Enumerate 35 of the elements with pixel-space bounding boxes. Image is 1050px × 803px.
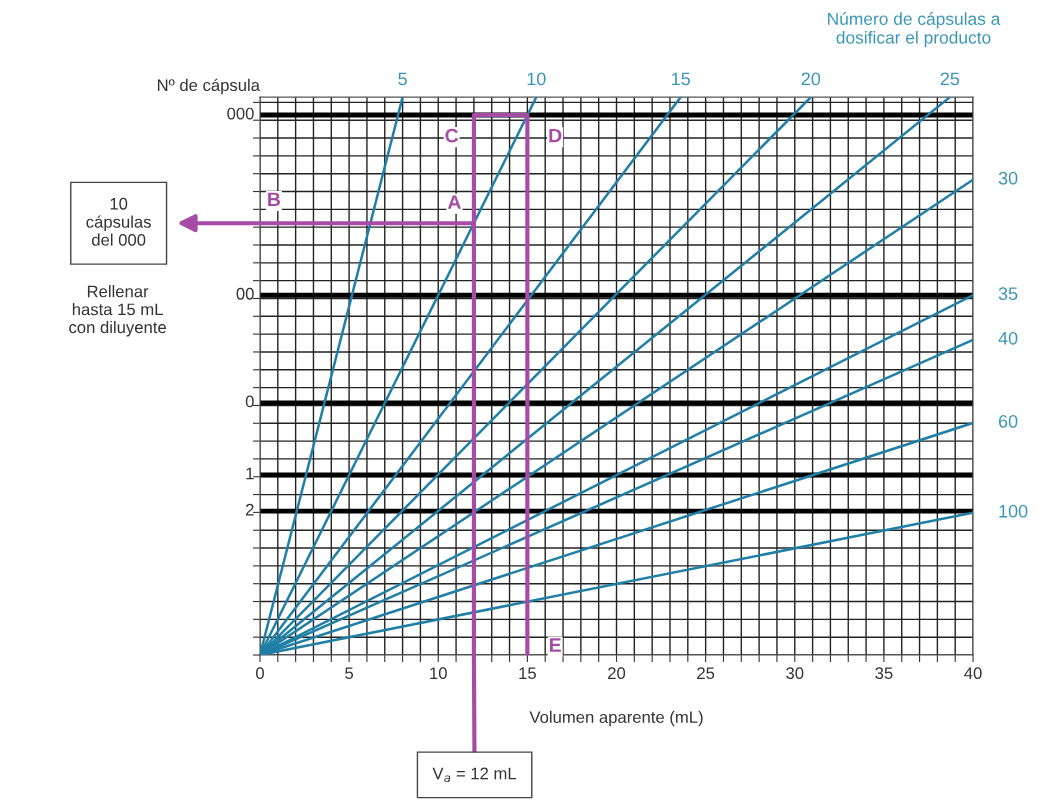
series-label: 100 xyxy=(999,504,1028,518)
x-tick-label: 40 xyxy=(964,667,982,680)
annotation: D xyxy=(549,128,562,143)
text: 10 cápsulas del 000 xyxy=(86,197,151,246)
series-label: 20 xyxy=(801,72,821,86)
x-tick-label: 15 xyxy=(519,667,536,680)
x-tick-label: 0 xyxy=(256,667,264,680)
annotation: B xyxy=(268,192,281,207)
series-label: 10 xyxy=(527,72,546,86)
series-label: 30 xyxy=(998,171,1018,185)
annotation: E xyxy=(549,638,561,652)
x-tick-label: 30 xyxy=(786,667,804,680)
x-tick-label: 25 xyxy=(697,667,715,680)
series-label: 5 xyxy=(398,72,407,86)
x-tick-label: 20 xyxy=(608,667,626,680)
text: 000 xyxy=(227,107,254,120)
series-label: 25 xyxy=(940,72,960,86)
text: 0 xyxy=(245,395,254,408)
x-axis-title: Volumen aparente (mL) xyxy=(529,710,703,727)
series-label: 60 xyxy=(998,415,1018,428)
legend-title: Número de cápsulas a dosificar el producto xyxy=(828,12,1001,48)
text: Rellenar hasta 15 mL con diluyente xyxy=(69,285,166,337)
annotation: A xyxy=(447,195,461,209)
text: V$_{a}$ = 12 mL xyxy=(432,767,517,783)
x-tick-label: 35 xyxy=(875,667,893,680)
text: 1 xyxy=(246,467,254,480)
x-tick-label: 5 xyxy=(345,667,354,680)
series-label: 35 xyxy=(998,287,1018,301)
y-axis-title: Nº de cápsula xyxy=(157,78,260,95)
series-label: 40 xyxy=(998,331,1018,345)
text: 2 xyxy=(245,503,254,516)
annotation: C xyxy=(445,128,459,143)
text: 00 xyxy=(236,287,254,300)
series-label: 15 xyxy=(672,72,690,86)
x-tick-label: 10 xyxy=(430,667,447,680)
